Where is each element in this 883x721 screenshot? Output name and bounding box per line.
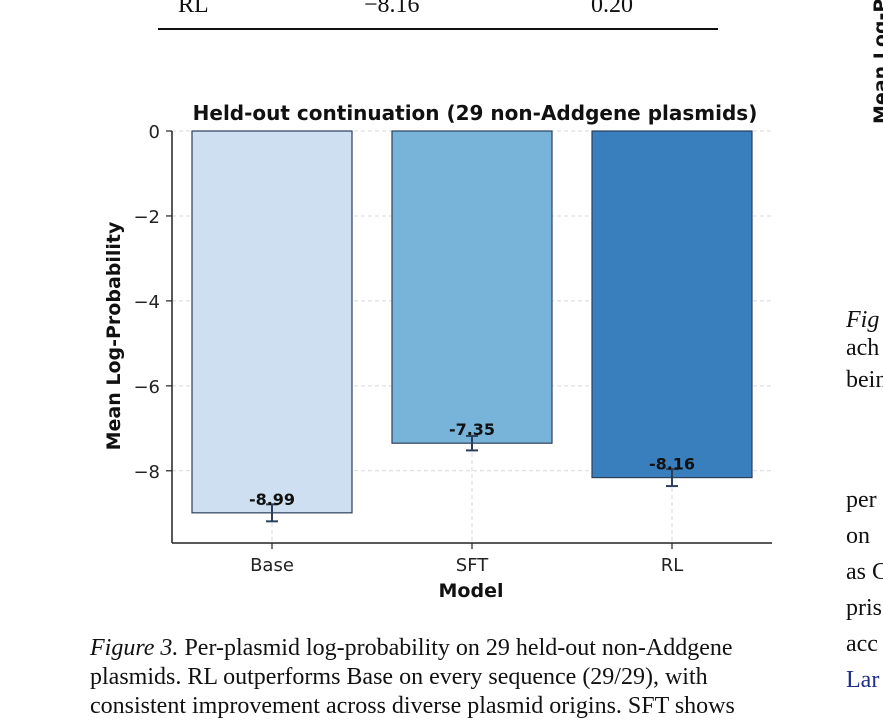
figure-caption-line-3: consistent improvement across diverse pl… (90, 693, 735, 719)
y-tick-label: 0 (149, 122, 160, 143)
y-tick-label: −6 (133, 377, 160, 398)
table-cell-mean: −8.16 (364, 0, 420, 18)
bar-rl (591, 130, 753, 479)
bar-sft (391, 130, 553, 444)
adjacent-text-line: on (846, 523, 870, 549)
adjacent-text-line: bein (846, 367, 883, 393)
table-row-label: RL (178, 0, 209, 18)
adjacent-y-axis-label: Mean Log-P (870, 0, 883, 124)
y-axis-label: Mean Log-Probability (103, 221, 125, 450)
y-tick-label: −2 (133, 207, 160, 228)
ticks: 0 −2 −4 −6 −8 Base SFT RL (133, 122, 683, 576)
caption-text-1: Per-plasmid log-probability on 29 held-o… (184, 635, 733, 661)
x-tick-label: Base (250, 555, 294, 576)
adjacent-text-line: as C (846, 559, 883, 585)
adjacent-citation-link[interactable]: Lar (846, 667, 880, 693)
x-tick-label: SFT (456, 555, 489, 576)
figure-caption-line-2: plasmids. RL outperforms Base on every s… (90, 664, 708, 690)
adjacent-text-line: pris (846, 595, 882, 621)
y-tick-label: −4 (133, 292, 160, 313)
adjacent-figure-label: Fig (846, 307, 880, 333)
table-bottom-rule (158, 28, 718, 30)
adjacent-text-line: per (846, 487, 877, 513)
table-cell-std: 0.20 (591, 0, 633, 18)
figure-caption-line-1: Figure 3. Per-plasmid log-probability on… (90, 634, 733, 663)
x-axis-label: Model (439, 580, 504, 602)
bar-chart: Held-out continuation (29 non-Addgene pl… (103, 101, 772, 602)
figure-label: Figure 3. (90, 635, 179, 661)
bar-value-label: -7.35 (449, 420, 495, 439)
chart-title: Held-out continuation (29 non-Addgene pl… (193, 101, 758, 125)
bar-base (191, 130, 353, 514)
y-tick-label: −8 (133, 462, 160, 483)
x-tick-label: RL (661, 555, 684, 576)
bars: -8.99 -7.35 -8.16 (191, 130, 753, 523)
adjacent-column: Mean Log-P Fig ach bein per on as C pris… (846, 0, 883, 705)
bar-value-label: -8.16 (649, 455, 695, 474)
adjacent-text-line: acc (846, 631, 878, 657)
bar-value-label: -8.99 (249, 490, 295, 509)
adjacent-text-line: ach (846, 335, 880, 361)
